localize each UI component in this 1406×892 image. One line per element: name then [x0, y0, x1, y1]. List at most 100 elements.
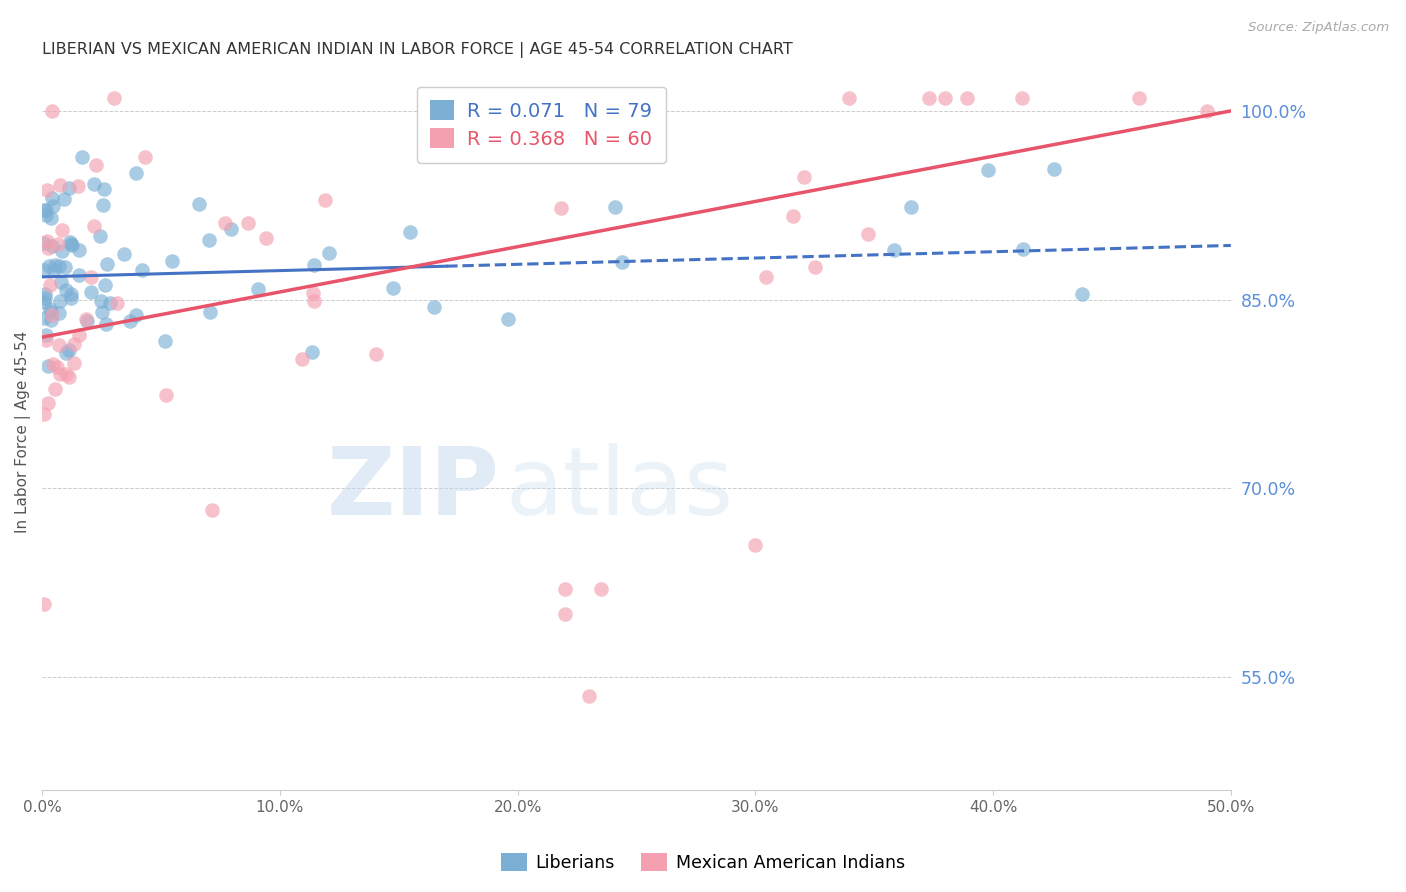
- Point: [302, 258, 325, 272]
- Point: [34, 407, 56, 421]
- Point: [34, 333, 56, 347]
- Point: [67, 268, 90, 282]
- Point: [34, 287, 56, 301]
- Point: [48, 236, 70, 251]
- Point: [75, 311, 97, 326]
- Point: [155, 388, 177, 402]
- Point: [83, 219, 105, 234]
- Point: [37, 359, 59, 374]
- Point: [744, 538, 766, 552]
- Point: [93, 182, 115, 196]
- Point: [96, 257, 118, 271]
- Point: [44, 382, 66, 396]
- Point: [1011, 91, 1033, 105]
- Point: [34, 291, 56, 305]
- Point: [44, 263, 66, 277]
- Point: [399, 226, 422, 240]
- Point: [48, 178, 70, 193]
- Point: [90, 294, 112, 309]
- Point: [302, 294, 325, 309]
- Point: [366, 347, 388, 361]
- Point: [955, 91, 977, 105]
- Point: [134, 150, 156, 164]
- Y-axis label: In Labor Force | Age 45-54: In Labor Force | Age 45-54: [15, 330, 31, 533]
- Text: Source: ZipAtlas.com: Source: ZipAtlas.com: [1249, 21, 1389, 34]
- Point: [496, 312, 519, 326]
- Point: [41, 191, 63, 205]
- Point: [422, 300, 444, 314]
- Point: [188, 196, 211, 211]
- Point: [34, 263, 56, 277]
- Point: [39, 313, 62, 327]
- Point: [67, 244, 90, 258]
- Point: [125, 166, 148, 180]
- Point: [48, 306, 70, 320]
- Point: [125, 308, 148, 322]
- Point: [977, 163, 1000, 178]
- Point: [793, 169, 815, 184]
- Point: [80, 285, 103, 299]
- Point: [120, 314, 142, 328]
- Point: [34, 295, 56, 310]
- Point: [66, 179, 89, 194]
- Point: [48, 259, 70, 273]
- Point: [59, 287, 82, 301]
- Point: [214, 216, 236, 230]
- Point: [38, 260, 60, 274]
- Point: [41, 308, 63, 322]
- Point: [42, 357, 65, 371]
- Legend: R = 0.071   N = 79, R = 0.368   N = 60: R = 0.071 N = 79, R = 0.368 N = 60: [416, 87, 666, 162]
- Point: [53, 192, 76, 206]
- Point: [1071, 287, 1094, 301]
- Point: [49, 275, 72, 289]
- Point: [103, 91, 125, 105]
- Point: [39, 305, 62, 319]
- Point: [554, 607, 576, 621]
- Point: [605, 200, 627, 214]
- Point: [59, 291, 82, 305]
- Point: [49, 293, 72, 308]
- Point: [84, 158, 107, 172]
- Point: [51, 223, 73, 237]
- Point: [41, 239, 63, 253]
- Point: [314, 193, 336, 207]
- Point: [301, 345, 323, 359]
- Point: [35, 235, 58, 249]
- Point: [254, 231, 277, 245]
- Point: [882, 243, 904, 257]
- Point: [89, 228, 111, 243]
- Point: [34, 235, 56, 250]
- Point: [91, 305, 114, 319]
- Point: [45, 359, 67, 374]
- Point: [934, 91, 956, 105]
- Point: [58, 370, 80, 384]
- Point: [238, 215, 260, 229]
- Point: [48, 338, 70, 352]
- Point: [59, 235, 82, 249]
- Point: [382, 281, 405, 295]
- Point: [247, 282, 270, 296]
- Legend: Liberians, Mexican American Indians: Liberians, Mexican American Indians: [494, 847, 912, 879]
- Point: [578, 689, 600, 703]
- Point: [67, 328, 90, 343]
- Point: [39, 302, 62, 317]
- Point: [838, 91, 860, 105]
- Point: [60, 237, 83, 252]
- Point: [42, 199, 65, 213]
- Point: [201, 502, 224, 516]
- Point: [79, 270, 101, 285]
- Point: [94, 277, 117, 292]
- Point: [59, 237, 82, 252]
- Point: [105, 296, 128, 310]
- Point: [34, 208, 56, 222]
- Point: [198, 304, 221, 318]
- Point: [58, 180, 80, 194]
- Point: [37, 396, 59, 410]
- Point: [55, 367, 77, 381]
- Point: [35, 203, 58, 218]
- Point: [62, 356, 84, 370]
- Point: [83, 177, 105, 191]
- Point: [55, 346, 77, 360]
- Point: [49, 368, 72, 382]
- Point: [112, 246, 135, 260]
